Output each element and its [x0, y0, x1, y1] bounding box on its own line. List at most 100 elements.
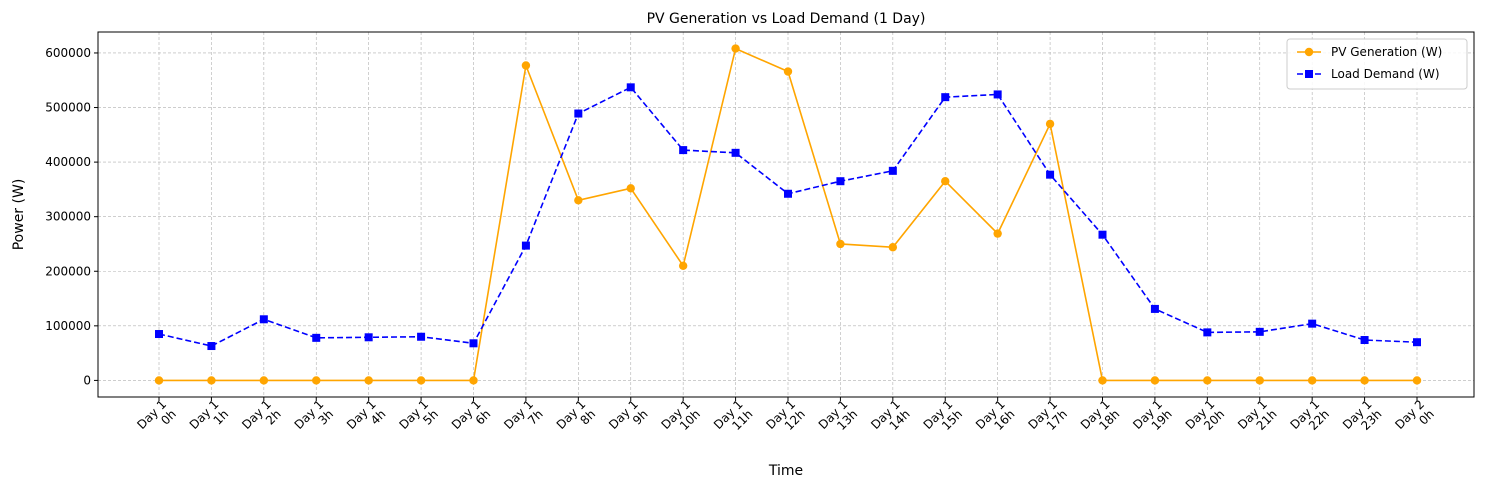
data-point-0-19 — [1150, 376, 1160, 385]
legend-label-1: Load Demand (W) — [1331, 67, 1440, 81]
data-point-1-17 — [1046, 170, 1055, 179]
data-point-1-21 — [1255, 327, 1264, 336]
chart-title: PV Generation vs Load Demand (1 Day) — [647, 11, 926, 27]
data-point-0-7 — [521, 61, 531, 70]
x-tick-text: Day 114h — [868, 397, 913, 442]
data-point-1-23 — [1360, 336, 1369, 345]
series-layer — [154, 44, 1422, 385]
x-tick-label: Day 20h — [1392, 397, 1437, 442]
x-tick-label: Day 18h — [554, 397, 599, 442]
data-point-0-20 — [1203, 376, 1212, 385]
x-tick-label: Day 111h — [711, 397, 756, 442]
data-point-1-2 — [259, 315, 268, 324]
data-point-1-11 — [731, 148, 740, 157]
x-tick-text: Day 111h — [711, 397, 756, 442]
x-tick-label: Day 117h — [1025, 397, 1070, 442]
data-point-1-13 — [836, 177, 845, 186]
data-point-0-11 — [731, 44, 740, 53]
legend: PV Generation (W) Load Demand (W) — [1286, 38, 1468, 90]
x-tick-label: Day 11h — [187, 397, 232, 442]
x-tick-text: Day 14h — [344, 397, 389, 442]
x-tick-text: Day 10h — [134, 397, 179, 442]
data-point-1-12 — [784, 189, 792, 198]
x-tick-text: Day 115h — [921, 397, 966, 442]
data-point-1-19 — [1150, 304, 1159, 313]
x-tick-text: Day 18h — [554, 397, 599, 442]
data-point-1-3 — [312, 333, 321, 342]
legend-label-0: PV Generation (W) — [1331, 45, 1442, 59]
data-point-0-15 — [941, 177, 950, 186]
x-tick-label: Day 121h — [1235, 397, 1280, 442]
series-1 — [155, 83, 1421, 351]
data-point-1-10 — [679, 146, 688, 155]
x-tick-text: Day 20h — [1392, 397, 1437, 442]
x-tick-label: Day 114h — [868, 397, 913, 442]
x-tick-text: Day 117h — [1025, 397, 1070, 442]
data-point-1-6 — [469, 339, 478, 348]
data-point-1-18 — [1098, 230, 1107, 239]
data-point-1-0 — [155, 330, 163, 339]
data-point-1-8 — [574, 109, 583, 118]
data-point-1-14 — [888, 166, 897, 175]
data-point-1-9 — [626, 83, 635, 92]
x-tick-text: Day 116h — [973, 397, 1018, 442]
x-tick-text: Day 112h — [763, 397, 808, 442]
legend-marker-0 — [1304, 47, 1314, 57]
data-point-0-16 — [993, 229, 1002, 238]
x-axis-label: Time — [768, 463, 803, 479]
x-tick-text: Day 119h — [1130, 397, 1175, 442]
data-point-0-24 — [1412, 376, 1422, 385]
data-point-0-18 — [1098, 376, 1107, 385]
x-tick-text: Day 123h — [1340, 397, 1385, 442]
x-tick-label: Day 14h — [344, 397, 389, 442]
y-tick-label: 100000 — [45, 319, 91, 333]
y-tick-label: 600000 — [45, 46, 91, 60]
y-tick-label: 500000 — [45, 101, 91, 115]
x-tick-label: Day 15h — [396, 397, 441, 432]
x-tick-label: Day 115h — [921, 397, 966, 442]
x-tick-text: Day 121h — [1235, 397, 1280, 442]
x-tick-text: Day 17h — [501, 397, 546, 442]
x-tick-label: Day 123h — [1340, 397, 1385, 442]
data-point-0-21 — [1255, 376, 1264, 385]
data-point-1-7 — [521, 241, 530, 250]
x-tick-text: Day 12h — [239, 397, 284, 442]
data-point-1-20 — [1203, 328, 1212, 337]
x-tick-text: Day 13h — [292, 397, 337, 442]
data-point-0-14 — [888, 243, 898, 252]
y-tick-label: 300000 — [45, 210, 91, 224]
data-point-1-5 — [417, 332, 426, 341]
legend-marker-1 — [1305, 70, 1313, 78]
data-point-0-4 — [364, 376, 373, 385]
data-point-1-24 — [1413, 338, 1421, 347]
x-tick-label: Day 13h — [292, 397, 337, 442]
data-point-1-1 — [207, 342, 216, 351]
x-tick-text: Day 118h — [1078, 397, 1123, 442]
y-axis-ticks: 0 100000 200000 300000 400000 500000 600000 — [45, 46, 98, 387]
x-tick-text: Day 11h — [187, 397, 232, 442]
data-point-1-22 — [1308, 319, 1317, 328]
x-tick-label: Day 120h — [1183, 397, 1228, 442]
x-tick-text: Day 19h — [606, 397, 651, 442]
x-tick-text: Day 16h — [449, 397, 494, 442]
x-tick-text: Day 120h — [1183, 397, 1228, 442]
data-point-0-13 — [836, 239, 845, 249]
x-tick-label: Day 112h — [763, 397, 808, 442]
data-point-0-2 — [259, 376, 269, 385]
y-axis-label: Power (W) — [11, 179, 27, 251]
y-tick-label: 200000 — [45, 264, 91, 278]
data-point-0-22 — [1307, 376, 1317, 385]
plot-area-frame — [97, 31, 1475, 398]
data-point-1-16 — [993, 90, 1002, 99]
y-tick-label: 0 — [83, 373, 91, 387]
data-point-0-12 — [783, 67, 793, 76]
data-point-0-5 — [416, 376, 426, 385]
x-tick-label: Day 118h — [1078, 397, 1123, 442]
data-point-1-4 — [364, 333, 373, 342]
data-point-0-0 — [154, 376, 164, 385]
data-point-0-10 — [678, 261, 688, 271]
data-point-0-23 — [1360, 376, 1369, 385]
x-axis-ticks: Day 10h Day 11h Day 12h Day 13h Day 14h Day 1… — [134, 397, 1437, 442]
data-point-0-17 — [1045, 119, 1055, 129]
